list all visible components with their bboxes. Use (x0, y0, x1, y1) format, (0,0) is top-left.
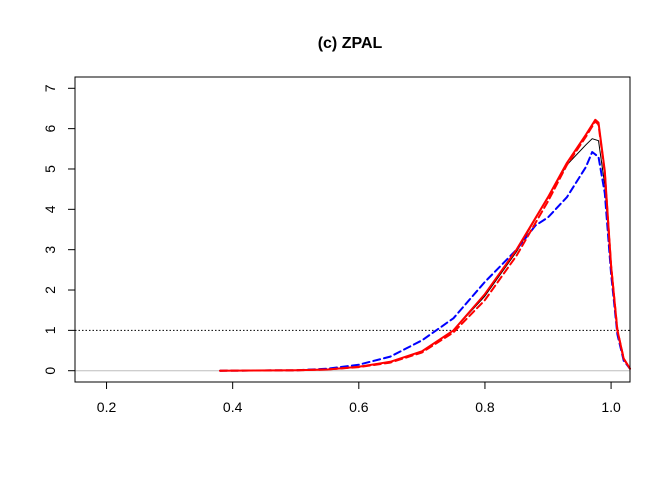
y-tick-label: 1 (42, 326, 58, 334)
series-line-4 (219, 118, 631, 372)
y-tick-label: 4 (42, 205, 58, 213)
reference-lines (75, 329, 630, 372)
series-line-1 (219, 138, 631, 372)
series-line-2 (219, 151, 631, 372)
y-tick-label: 7 (42, 84, 58, 92)
x-tick-label: 0.4 (223, 399, 243, 415)
plot-frame (74, 76, 631, 383)
x-tick-label: 0.6 (349, 399, 369, 415)
x-tick-label: 1.0 (601, 399, 621, 415)
y-tick-label: 3 (42, 246, 58, 254)
y-tick-label: 6 (42, 125, 58, 133)
y-tick-label: 5 (42, 165, 58, 173)
y-tick-label: 0 (42, 367, 58, 375)
y-tick-label: 2 (42, 286, 58, 294)
y-axis: 0 1 2 3 4 5 6 7 (42, 84, 76, 375)
chart-title: (c) ZPAL (318, 35, 383, 52)
x-tick-label: 0.8 (475, 399, 495, 415)
x-axis: 0.2 0.4 0.6 0.8 1.0 (97, 381, 621, 415)
series-lines (219, 118, 631, 372)
x-tick-label: 0.2 (97, 399, 117, 415)
